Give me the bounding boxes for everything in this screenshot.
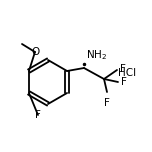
Text: F: F — [120, 64, 126, 74]
Text: F: F — [121, 77, 127, 87]
Text: HCl: HCl — [118, 68, 136, 78]
Text: F: F — [104, 98, 110, 108]
Text: NH$_2$: NH$_2$ — [86, 48, 107, 62]
Text: F: F — [35, 110, 41, 120]
Text: O: O — [31, 47, 39, 57]
